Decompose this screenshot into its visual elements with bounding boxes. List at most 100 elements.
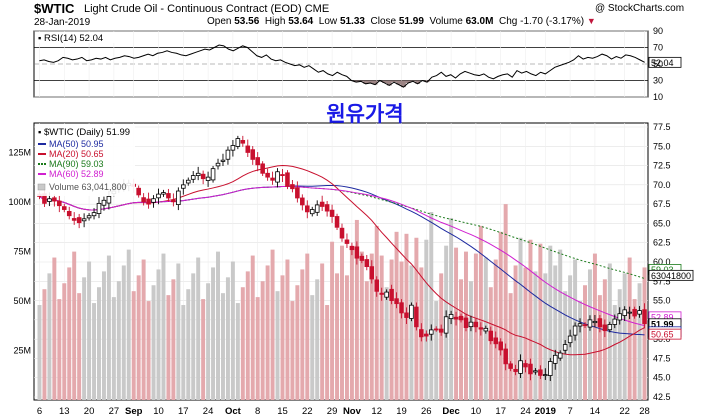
candle-body [592, 320, 598, 324]
candle-body [86, 215, 92, 219]
candle-body [47, 198, 52, 202]
candle-body [602, 324, 608, 332]
volume-bar [637, 283, 642, 400]
volume-bar [87, 261, 92, 400]
candle-body [57, 200, 62, 207]
date-tick-label: 10 [471, 406, 482, 417]
volume-bar [67, 267, 72, 400]
candle-body [309, 209, 315, 215]
open-label: Open [207, 16, 232, 27]
date-tick-label: 24 [203, 406, 214, 417]
legend-entry: MA(60) 52.89 [49, 169, 104, 179]
volume-bar [97, 287, 101, 400]
volume-bar [196, 257, 201, 400]
candle-body [324, 204, 330, 212]
candle-body [409, 304, 414, 319]
volume-bar [126, 249, 131, 400]
volume-bar [211, 267, 216, 400]
candle-body [235, 138, 241, 147]
candle-body [394, 298, 399, 305]
price-legend-title: ▪ $WTIC (Daily) 51.99 [38, 127, 130, 138]
price-value-tag-box [648, 328, 682, 340]
price-value-tag: 50.65 [651, 330, 674, 340]
volume-bar [389, 259, 394, 400]
candle-body [210, 168, 216, 181]
candle-body [369, 266, 375, 280]
volume-value-tag-box [648, 269, 694, 281]
volume-bar [359, 251, 364, 400]
volume-tick-label: 75M [13, 247, 31, 257]
volume-bar [77, 293, 82, 400]
price-tick-label: 70.0 [653, 180, 671, 190]
candle-body [384, 291, 389, 298]
volume-bar [399, 261, 404, 400]
volume-bar [156, 269, 161, 400]
volume-bar [47, 273, 52, 400]
candle-body [329, 209, 335, 217]
volume-bar [166, 295, 171, 400]
volume-bar [220, 293, 225, 400]
date-tick-label: Oct [225, 406, 242, 417]
volume-bar [379, 255, 384, 400]
high-value: 53.64 [288, 16, 314, 27]
volume-bar [57, 299, 62, 400]
volume-bar [344, 275, 349, 400]
volume-bar [106, 255, 111, 400]
price-tick-label: 67.5 [653, 199, 671, 209]
candle-body [106, 196, 112, 204]
candle-body [349, 245, 355, 251]
volume-bar [295, 285, 300, 400]
candle-body [448, 314, 454, 320]
candle-body [136, 187, 141, 196]
candle-body [637, 310, 642, 315]
candle-body [225, 149, 231, 160]
volume-bar [642, 267, 647, 400]
volume-value: 63.0M [465, 16, 494, 27]
candle-body [146, 198, 151, 205]
volume-bar [627, 257, 632, 400]
candle-body [300, 197, 305, 206]
date-tick-label: 7 [567, 406, 572, 417]
price-tick-label: 65.0 [653, 218, 671, 228]
volume-bar [131, 291, 136, 400]
candle-body [66, 210, 72, 217]
price-tick-label: 75.0 [653, 141, 671, 151]
candle-body [319, 201, 325, 207]
date-tick-label: 19 [396, 406, 407, 417]
volume-bar [151, 285, 156, 400]
candle-body [374, 279, 380, 292]
date-tick-label: 17 [178, 406, 189, 417]
candle-body [567, 335, 573, 344]
volume-value-tag: 63041800 [651, 271, 691, 281]
chg-value: -1.70 (-3.17%) [520, 16, 585, 27]
low-label: Low [318, 16, 338, 27]
volume-bar [141, 259, 146, 400]
candle-body [314, 204, 320, 213]
volume-bar [325, 305, 330, 400]
volume-bar [429, 212, 434, 400]
candle-body [632, 308, 637, 317]
candle-body [523, 363, 528, 368]
price-legend-bg [35, 124, 135, 196]
volume-bar [250, 255, 255, 400]
candle-body [612, 318, 618, 325]
volume-bar [285, 259, 290, 400]
moving-averages [39, 164, 645, 356]
candle-body [473, 321, 479, 328]
volume-bar [201, 299, 206, 400]
legend-entry: MA(90) 59.03 [49, 159, 104, 169]
candle-body [245, 145, 251, 153]
candle-body [265, 172, 270, 178]
candle-body [438, 328, 444, 333]
candle-body [508, 363, 513, 369]
date-tick-label: 24 [520, 406, 531, 417]
date-tick-label: 28 [639, 406, 650, 417]
candle-body [339, 227, 345, 239]
volume-bar [300, 269, 305, 400]
price-value-tag: 51.99 [651, 319, 674, 329]
volume-bar [235, 303, 240, 400]
open-value: 53.56 [234, 16, 260, 27]
ohlc-summary: Open 53.56 High 53.64 Low 51.33 Close 51… [207, 16, 596, 27]
candle-body [617, 313, 623, 321]
candle-body [304, 205, 310, 213]
